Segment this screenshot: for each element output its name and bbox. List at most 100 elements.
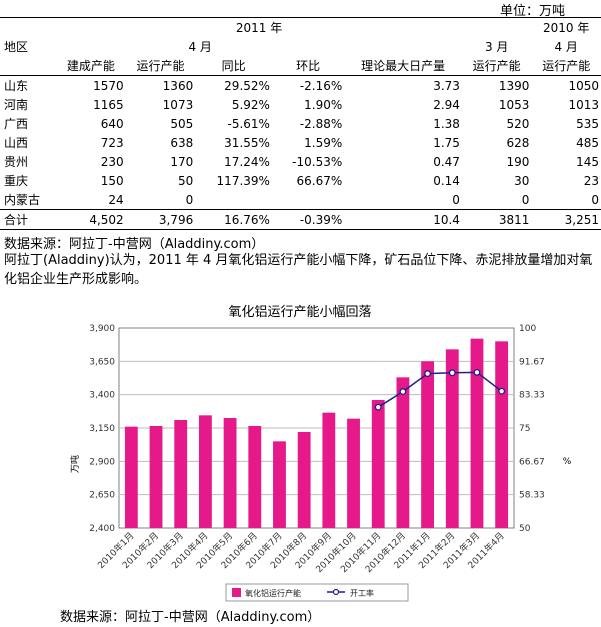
bar <box>322 412 336 528</box>
region-cell: 山西 <box>4 136 29 150</box>
value-cell: -0.39% <box>271 209 345 230</box>
y-tick-label: 2,900 <box>89 457 115 467</box>
bar <box>149 426 163 528</box>
value-cell: 29.52% <box>224 78 270 93</box>
header-year-2010: 2010 年 <box>531 17 601 37</box>
rate-line <box>377 371 503 408</box>
value-cell: 3.73 <box>433 78 460 93</box>
legend-bar-label: 氧化铝运行产能 <box>245 588 301 598</box>
column-header: 运行产能 <box>531 56 601 76</box>
value-cell: 1.90% <box>304 97 343 112</box>
value-cell: 2.94 <box>433 97 460 112</box>
legend-bar-swatch <box>232 588 241 597</box>
y2-tick-label: 66.67 <box>519 457 545 467</box>
table-row: 河南 1165 1073 5.92% 1.90% 2.94 1053 1013 <box>0 95 601 114</box>
analysis-paragraph: 阿拉丁(Aladdiny)认为，2011 年 4 月氧化铝运行产能小幅下降，矿石… <box>4 253 593 287</box>
header-april-2010: 4 月 <box>554 40 578 54</box>
y2-tick-label: 83.33 <box>519 391 545 401</box>
chart-line <box>374 368 506 411</box>
value-cell <box>272 190 344 210</box>
bar <box>347 418 360 528</box>
value-cell: -2.16% <box>299 78 343 93</box>
bar <box>371 400 385 528</box>
region-cell: 山东 <box>4 79 29 93</box>
bar <box>396 377 410 528</box>
table-row: 贵州 230 170 17.24% -10.53% 0.47 190 145 <box>0 152 601 171</box>
value-cell: 638 <box>170 135 194 150</box>
value-cell: 628 <box>506 135 530 150</box>
value-cell: 24 <box>108 192 124 207</box>
y-tick-label: 3,650 <box>89 357 115 367</box>
table-row: 内蒙古 24 0 0 0 0 <box>0 190 601 210</box>
y-tick-label: 3,400 <box>89 391 115 401</box>
region-cell: 贵州 <box>4 155 29 169</box>
header-year-2011: 2011 年 <box>56 17 462 37</box>
value-cell: 1073 <box>162 97 194 112</box>
value-cell: 520 <box>506 116 530 131</box>
value-cell: 23 <box>583 173 599 188</box>
value-cell: 1.59% <box>304 135 343 150</box>
bar <box>174 420 188 528</box>
unit-label: 单位：万吨 <box>499 4 565 19</box>
capacity-table: 2011 年 2010 年 地区 4 月 3 月 4 月 建成产能 运行产能 同比环… <box>0 17 601 230</box>
value-cell: -2.88% <box>299 116 343 131</box>
value-cell: 30 <box>514 173 530 188</box>
region-cell: 河南 <box>4 98 29 112</box>
value-cell: 16.76% <box>195 209 272 230</box>
line-point <box>448 369 456 377</box>
bar <box>198 415 212 528</box>
bar <box>223 418 237 528</box>
value-cell: 150 <box>100 173 124 188</box>
value-cell: 723 <box>100 135 124 150</box>
column-header: 理论最大日产量 <box>344 56 462 76</box>
value-cell: 3,251 <box>531 209 601 230</box>
bar <box>495 341 509 528</box>
legend-box <box>225 583 409 602</box>
header-region: 地区 <box>4 40 29 54</box>
y2-tick-label: 100 <box>519 324 536 334</box>
column-header: 环比 <box>271 56 345 76</box>
y2-tick-label: 50 <box>519 524 531 534</box>
chart-y2-label: % <box>563 457 572 467</box>
value-cell: 0 <box>521 192 530 207</box>
region-cell: 合计 <box>0 209 57 230</box>
value-cell: 4,502 <box>56 209 126 230</box>
value-cell: 535 <box>576 116 599 131</box>
region-cell: 内蒙古 <box>4 193 41 207</box>
value-cell: 485 <box>576 135 599 150</box>
column-header: 建成产能 <box>56 56 126 76</box>
table-row: 广西 640 505 -5.61% -2.88% 1.38 520 535 <box>0 114 601 133</box>
value-cell: 117.39% <box>216 173 270 188</box>
bar <box>470 338 484 528</box>
value-cell: 5.92% <box>231 97 270 112</box>
value-cell: 31.55% <box>224 135 270 150</box>
value-cell: 0 <box>452 192 460 207</box>
value-cell: -10.53% <box>292 154 343 169</box>
capacity-chart: 氧化铝运行产能小幅回落 2,400 2,650 2,900 3,150 3,400 3,6… <box>69 305 572 602</box>
value-cell: 0.47 <box>433 154 460 169</box>
source-note-2: 数据来源：阿拉丁-中营网（Aladdiny.com） <box>60 610 321 625</box>
y-tick-label: 2,400 <box>89 524 115 534</box>
value-cell: 1050 <box>568 78 599 93</box>
table-row: 山西 723 638 31.55% 1.59% 1.75 628 485 <box>0 133 601 152</box>
legend-line-marker <box>332 588 340 596</box>
bar <box>124 426 138 528</box>
value-cell: 1390 <box>498 78 530 93</box>
y2-tick-label: 75 <box>519 424 530 434</box>
table-row: 山东 1570 1360 29.52% -2.16% 3.73 1390 1050 <box>0 76 601 96</box>
column-header: 运行产能 <box>125 56 196 76</box>
chart-legend: 氧化铝运行产能 开工率 <box>225 583 409 602</box>
value-cell: 505 <box>170 116 194 131</box>
value-cell: 1.75 <box>433 135 460 150</box>
value-cell: 1013 <box>568 97 599 112</box>
value-cell: 10.4 <box>344 209 462 230</box>
region-cell: 广西 <box>4 117 29 131</box>
bar <box>273 441 286 528</box>
table-row: 重庆 150 50 117.39% 66.67% 0.14 30 23 <box>0 171 601 190</box>
value-cell: 1165 <box>93 97 124 112</box>
value-cell: 1360 <box>162 78 194 93</box>
value-cell: 1053 <box>498 97 530 112</box>
line-point <box>473 368 481 376</box>
line-point <box>374 403 382 411</box>
y-tick-label: 2,650 <box>89 491 115 501</box>
